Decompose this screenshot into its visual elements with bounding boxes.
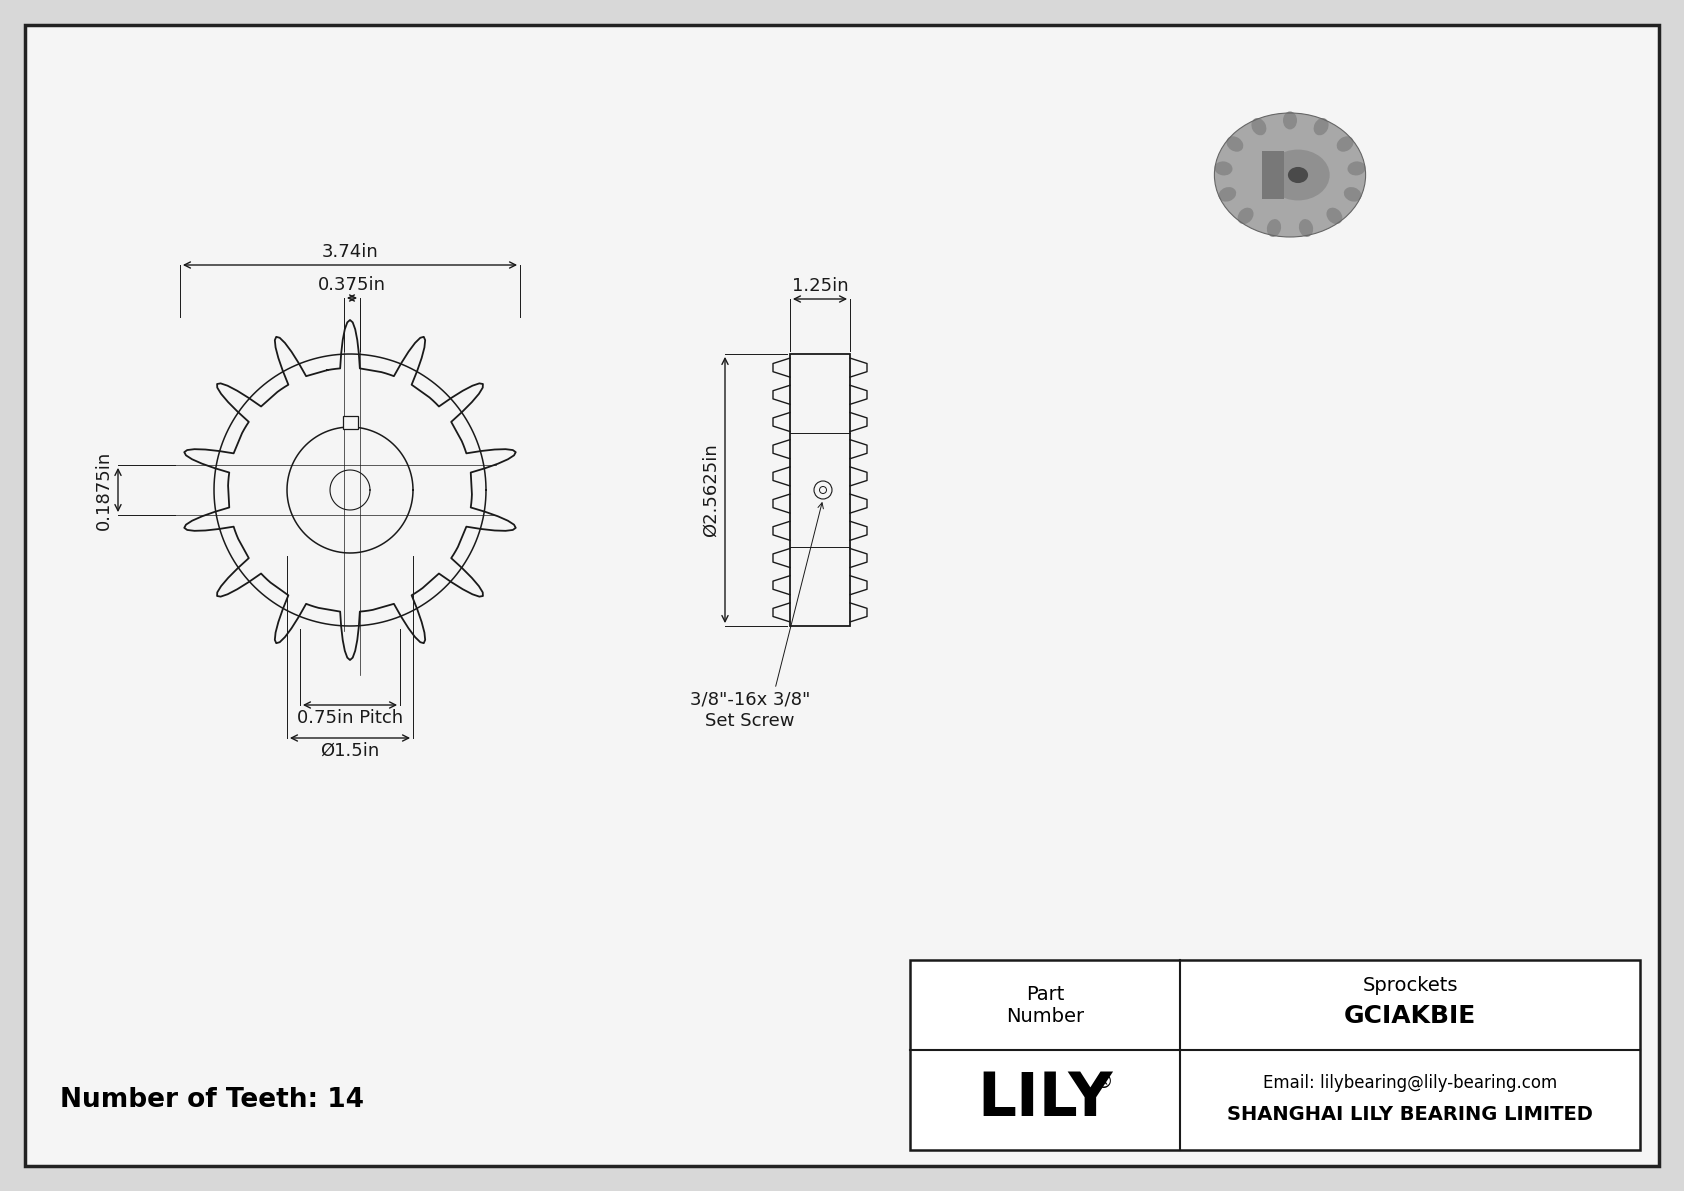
- Text: 1.25in: 1.25in: [791, 278, 849, 295]
- Text: Ø2.5625in: Ø2.5625in: [702, 443, 721, 537]
- Text: 0.1875in: 0.1875in: [94, 450, 113, 530]
- Bar: [790, 354, 850, 626]
- Text: Email: lilybearing@lily-bearing.com: Email: lilybearing@lily-bearing.com: [1263, 1074, 1558, 1092]
- Text: 3.74in: 3.74in: [322, 243, 379, 261]
- Text: GCIAKBIE: GCIAKBIE: [1344, 1004, 1477, 1028]
- Ellipse shape: [1298, 219, 1314, 237]
- Circle shape: [820, 486, 827, 493]
- Text: SHANGHAI LILY BEARING LIMITED: SHANGHAI LILY BEARING LIMITED: [1228, 1104, 1593, 1123]
- Ellipse shape: [1327, 207, 1342, 224]
- Ellipse shape: [1266, 150, 1330, 200]
- Ellipse shape: [1288, 167, 1308, 183]
- Text: ®: ®: [1093, 1073, 1113, 1091]
- Ellipse shape: [1283, 112, 1297, 130]
- Text: 0.75in Pitch: 0.75in Pitch: [296, 709, 402, 727]
- Bar: [342, 416, 357, 429]
- Bar: [1261, 151, 1283, 199]
- Ellipse shape: [1266, 219, 1282, 237]
- Ellipse shape: [1214, 162, 1233, 175]
- Text: Number of Teeth: 14: Number of Teeth: 14: [61, 1087, 364, 1114]
- Ellipse shape: [1347, 162, 1366, 175]
- Text: Sprockets: Sprockets: [1362, 975, 1458, 994]
- Ellipse shape: [1314, 118, 1329, 136]
- Circle shape: [813, 481, 832, 499]
- Text: 3/8"-16x 3/8"
Set Screw: 3/8"-16x 3/8" Set Screw: [690, 691, 810, 730]
- Text: Ø1.5in: Ø1.5in: [320, 742, 379, 760]
- Ellipse shape: [1337, 136, 1354, 151]
- Ellipse shape: [1344, 187, 1361, 201]
- Ellipse shape: [1219, 187, 1236, 201]
- Ellipse shape: [1251, 118, 1266, 136]
- Text: Part
Number: Part Number: [1005, 985, 1084, 1025]
- Ellipse shape: [1226, 136, 1243, 151]
- Text: 0.375in: 0.375in: [318, 276, 386, 294]
- Bar: [909, 960, 1640, 1151]
- Ellipse shape: [1214, 113, 1366, 237]
- Ellipse shape: [1238, 207, 1253, 224]
- Text: LILY: LILY: [977, 1071, 1113, 1129]
